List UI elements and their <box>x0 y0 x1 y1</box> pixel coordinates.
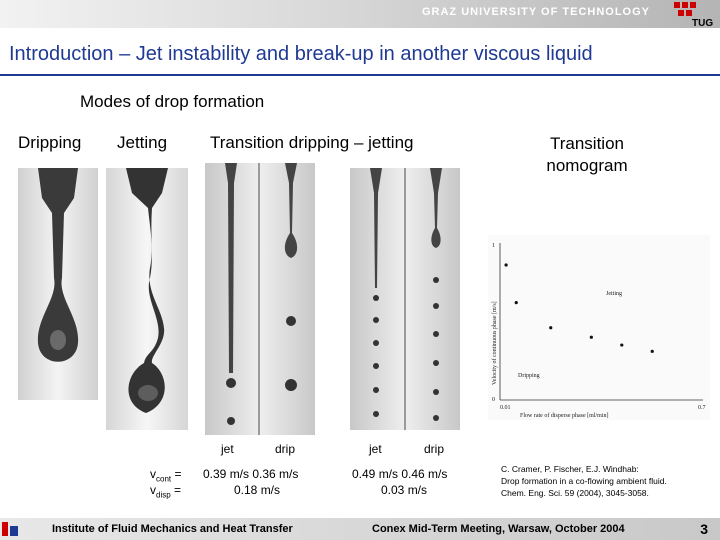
jet-label-1: jet <box>221 442 234 456</box>
footer-meeting: Conex Mid-Term Meeting, Warsaw, October … <box>372 523 625 535</box>
nomogram-region-dripping: Dripping <box>518 373 540 379</box>
transition-photo-set-1 <box>205 163 315 435</box>
nomogram-title-line1: Transition <box>549 134 624 153</box>
nomogram-point <box>650 349 654 353</box>
transition-nomogram: 1 0 0.01 0.7 Flow rate of disperse phase… <box>488 235 710 420</box>
nomogram-x-tick-left: 0.01 <box>500 405 511 411</box>
institute-logo-icon <box>2 522 18 536</box>
set1-vdisp: 0.18 m/s <box>234 483 281 497</box>
citation-line-2: Drop formation in a co-flowing ambient f… <box>501 476 667 486</box>
nomogram-point <box>514 301 518 305</box>
header-bar <box>0 0 720 28</box>
transition-photo-set-2 <box>350 168 460 430</box>
nomogram-point <box>620 343 624 347</box>
vcont-label: vcont = <box>150 467 182 484</box>
nomogram-point <box>549 326 553 330</box>
vdisp-label: vdisp = <box>150 483 182 500</box>
citation-line-3: Chem. Eng. Sci. 59 (2004), 3045-3058. <box>501 488 649 498</box>
mode-jetting-label: Jetting <box>117 133 168 152</box>
nomogram-x-tick-right: 0.7 <box>698 405 706 411</box>
nomogram-region-jetting: Jetting <box>606 291 622 297</box>
mode-dripping-label: Dripping <box>18 133 82 152</box>
university-name: GRAZ UNIVERSITY OF TECHNOLOGY <box>421 6 650 18</box>
nomogram-title-line2: nomogram <box>546 156 628 175</box>
nomogram-point <box>589 335 593 339</box>
set1-vcont: 0.39 m/s 0.36 m/s <box>203 467 299 481</box>
nomogram-point <box>504 263 508 267</box>
footer-institute: Institute of Fluid Mechanics and Heat Tr… <box>52 523 293 535</box>
section-subtitle: Modes of drop formation <box>80 92 265 111</box>
slide-title: Introduction – Jet instability and break… <box>9 43 593 65</box>
set2-vdisp: 0.03 m/s <box>381 483 428 497</box>
jet-label-2: jet <box>369 442 382 456</box>
tug-logo: TUG <box>674 2 713 28</box>
nomogram-y-tick-bottom: 0 <box>492 397 495 403</box>
dripping-photo <box>18 168 98 400</box>
citation: C. Cramer, P. Fischer, E.J. Windhab: Dro… <box>501 463 711 499</box>
drip-label-2: drip <box>424 442 445 456</box>
page-number: 3 <box>700 521 708 537</box>
jetting-photo <box>106 168 188 430</box>
nomogram-y-tick-top: 1 <box>492 243 495 249</box>
nomogram-xlabel: Flow rate of disperse phase [ml/min] <box>520 412 608 419</box>
drip-label-1: drip <box>275 442 296 456</box>
svg-text:TUG: TUG <box>692 18 713 28</box>
citation-line-1: C. Cramer, P. Fischer, E.J. Windhab: <box>501 464 639 474</box>
title-divider <box>0 74 720 76</box>
footer-bar <box>0 518 720 540</box>
mode-nomogram-label: Transition nomogram <box>522 133 652 177</box>
set2-vcont: 0.49 m/s 0.46 m/s <box>352 467 448 481</box>
nomogram-ylabel: Velocity of continuous phase [m/s] <box>491 301 498 385</box>
mode-transition-label: Transition dripping – jetting <box>210 133 414 152</box>
